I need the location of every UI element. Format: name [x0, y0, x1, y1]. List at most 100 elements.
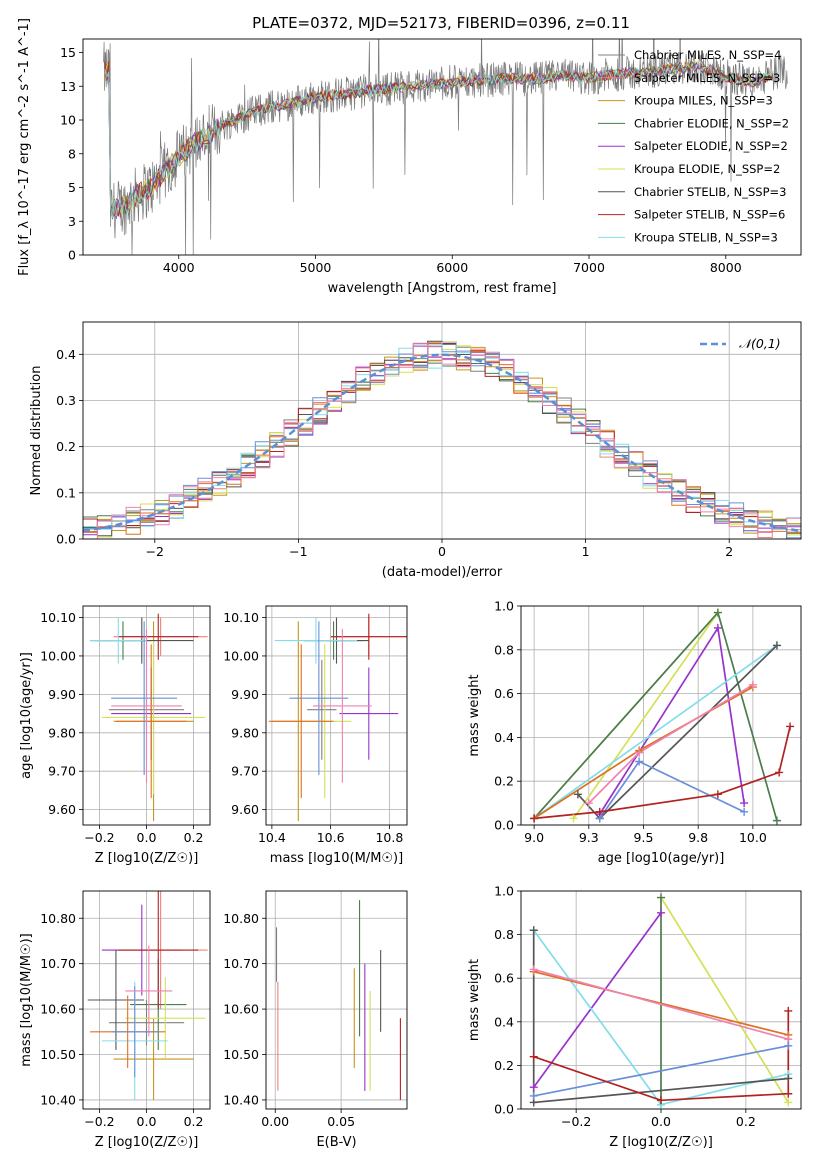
data-point — [118, 613, 199, 660]
y-tick-label: 0.4 — [494, 730, 514, 745]
y-axis-label: Normed distribution — [29, 366, 44, 496]
weight-series-line — [533, 610, 778, 821]
plot-area — [83, 340, 801, 539]
weight-series-line — [599, 644, 778, 820]
x-tick-label: 0.00 — [261, 1114, 289, 1129]
data-point — [90, 617, 147, 664]
plot-area — [268, 613, 407, 822]
x-axis-label: (data-model)/error — [382, 565, 503, 580]
x-tick-label: 10.6 — [317, 830, 345, 845]
x-tick-label: 0.0 — [651, 1114, 671, 1129]
data-point — [339, 667, 399, 760]
data-point — [313, 629, 372, 783]
x-tick-label: 0.05 — [327, 1114, 355, 1129]
y-axis-label: Flux [f_λ 10^-17 erg cm^-2 s^-1 A^-1] — [17, 18, 32, 276]
weight-marker — [713, 790, 722, 799]
y-tick-label: 0.0 — [494, 818, 514, 833]
data-point — [289, 621, 349, 776]
weight-marker — [713, 623, 722, 632]
y-tick-label: 0.2 — [494, 774, 514, 789]
legend-label: Chabrier MILES, N_SSP=4 — [634, 48, 781, 62]
plot-area — [533, 610, 791, 821]
x-tick-label: 8000 — [710, 260, 742, 275]
y-tick-label: 9.60 — [231, 802, 259, 817]
x-tick-label: 0.2 — [736, 1114, 756, 1129]
y-tick-label: 10.40 — [40, 1092, 76, 1107]
y-tick-label: 10.70 — [223, 956, 259, 971]
x-axis-label: mass [log10(M/M☉)] — [270, 851, 403, 866]
y-tick-label: 0.4 — [56, 347, 76, 362]
x-tick-label: −1 — [289, 544, 307, 559]
y-tick-label: 9.90 — [231, 687, 259, 702]
plot-area — [275, 900, 401, 1100]
panel-z_age: −0.2 0.0 0.2 9.60 9.70 9.80 9.90 10.00 10.10 Z [l… — [19, 605, 211, 866]
data-point — [111, 629, 182, 783]
axes-frame — [265, 605, 408, 826]
x-tick-label: 9.5 — [634, 830, 654, 845]
y-tick-label: 9.60 — [48, 802, 76, 817]
y-tick-label: 0.6 — [494, 686, 514, 701]
weight-marker — [740, 799, 749, 808]
weight-series-line — [533, 970, 789, 1036]
y-tick-label: 15 — [60, 45, 76, 60]
weight-marker — [569, 814, 578, 823]
weight-marker — [772, 641, 781, 650]
weight-series-line — [533, 968, 789, 1041]
weight-marker — [529, 1083, 538, 1092]
data-point — [108, 1000, 185, 1046]
legend-label: Kroupa ELODIE, N_SSP=2 — [634, 162, 780, 176]
panel-age_weight: 9.0 9.3 9.5 9.8 10.0 0.0 0.2 0.4 0.6 0.8 1.0 age [l… — [467, 599, 802, 866]
legend-label: Kroupa MILES, N_SSP=3 — [634, 94, 773, 108]
weight-marker — [784, 1089, 793, 1098]
x-tick-label: 9.0 — [524, 830, 544, 845]
legend-label: Salpeter MILES, N_SSP=3 — [634, 71, 780, 85]
y-tick-label: 0.1 — [56, 485, 76, 500]
data-point — [111, 621, 178, 776]
x-tick-label: 9.8 — [688, 830, 708, 845]
model-spectrum-line — [104, 60, 774, 219]
y-axis-label: mass weight — [467, 674, 482, 756]
axes-frame — [265, 890, 408, 1110]
y-tick-label: 0.0 — [56, 532, 76, 547]
x-tick-label: −0.2 — [84, 1114, 114, 1129]
y-tick-label: 10.10 — [223, 610, 259, 625]
data-spectrum — [103, 39, 788, 255]
y-tick-label: 10.80 — [40, 911, 76, 926]
y-tick-label: 10.00 — [40, 648, 76, 663]
weight-marker — [784, 1098, 793, 1107]
data-point — [113, 1018, 194, 1100]
data-point — [101, 640, 206, 795]
weight-marker — [635, 748, 644, 757]
data-point — [307, 659, 337, 760]
figure-title: PLATE=0372, MJD=52173, FIBERID=0396, z=0… — [252, 14, 630, 32]
x-tick-label: 0.2 — [184, 1114, 204, 1129]
x-tick-label: 0.0 — [137, 1114, 157, 1129]
y-tick-label: 1.0 — [494, 884, 514, 899]
x-tick-label: 10.8 — [375, 830, 403, 845]
weight-marker — [775, 768, 784, 777]
weight-marker — [573, 790, 582, 799]
y-tick-label: 9.70 — [231, 764, 259, 779]
legend-label: 𝒩(0,1) — [739, 336, 781, 351]
weight-series-line — [533, 644, 778, 820]
x-tick-label: −0.2 — [84, 830, 114, 845]
legend-label: Chabrier ELODIE, N_SSP=2 — [634, 116, 789, 130]
weight-marker — [657, 1096, 665, 1105]
x-tick-label: −0.2 — [561, 1114, 591, 1129]
panel-mass_age: 10.4 10.6 10.8 9.60 9.70 9.80 9.90 10.00 10.10 ma… — [223, 605, 408, 866]
y-tick-label: 0.6 — [494, 971, 514, 986]
weight-marker — [713, 608, 722, 617]
plot-area — [87, 891, 208, 1100]
weight-series-line — [533, 912, 662, 1088]
y-tick-label: 0.2 — [494, 1058, 514, 1073]
panel-spectrum: 4000 5000 6000 7000 8000 0 3 5 8 10 13 15 wavelength… — [17, 18, 802, 296]
x-axis-label: wavelength [Angstrom, rest frame] — [328, 281, 557, 296]
x-tick-label: 5000 — [300, 260, 332, 275]
y-tick-label: 10.40 — [223, 1092, 259, 1107]
axes-frame — [82, 321, 802, 540]
y-tick-label: 9.80 — [48, 725, 76, 740]
y-tick-label: 0.3 — [56, 393, 76, 408]
y-tick-label: 9.70 — [48, 764, 76, 779]
data-point — [125, 945, 173, 1037]
